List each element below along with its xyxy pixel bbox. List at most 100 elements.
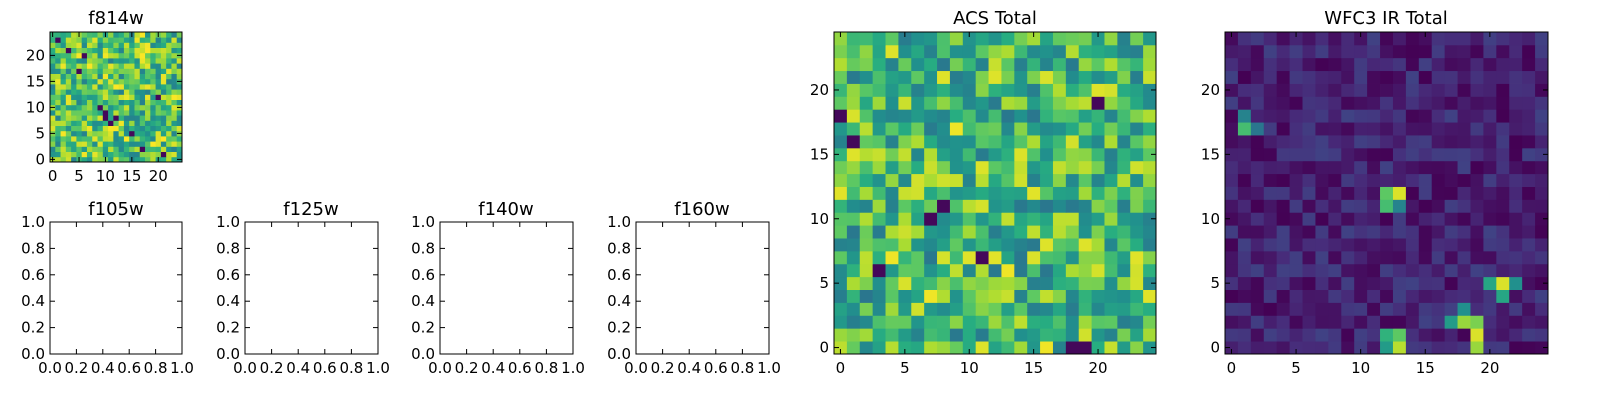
x-tick-label: 5 (900, 359, 910, 377)
heatmap-cell (1225, 250, 1239, 265)
heatmap-cell (1367, 250, 1381, 265)
heatmap-cell (1367, 173, 1381, 187)
heatmap-cell (1104, 186, 1118, 200)
heatmap-cell (1328, 328, 1342, 342)
heatmap-cell (86, 156, 93, 163)
heatmap-cell (1444, 238, 1458, 252)
heatmap-cell (937, 302, 951, 316)
heatmap-cell (86, 73, 93, 80)
heatmap-cell (55, 156, 61, 163)
heatmap-cell (134, 52, 141, 59)
heatmap-cell (911, 44, 925, 59)
heatmap-cell (118, 130, 125, 137)
heatmap-cell (1001, 289, 1015, 303)
heatmap-cell (1354, 199, 1368, 213)
heatmap-cell (155, 120, 162, 126)
heatmap-cell (108, 110, 114, 116)
heatmap-cell (1496, 328, 1510, 342)
heatmap-cell (139, 130, 146, 137)
heatmap-cell (81, 120, 88, 126)
heatmap-cell (113, 120, 120, 126)
heatmap-cell (1237, 135, 1252, 149)
heatmap-cell (1104, 57, 1118, 72)
heatmap-cell (1315, 341, 1329, 355)
heatmap-cell (76, 151, 83, 158)
heatmap-cell (1250, 109, 1265, 123)
heatmap-cell (92, 89, 98, 95)
heatmap-cell (1130, 250, 1144, 265)
heatmap-cell (160, 115, 167, 121)
heatmap-cell (1091, 199, 1105, 213)
heatmap-cell (1418, 83, 1433, 97)
heatmap-cell (145, 89, 151, 95)
heatmap-cell (898, 250, 912, 265)
heatmap-cell (1522, 199, 1536, 213)
heatmap-cell (1367, 109, 1381, 123)
heatmap-cell (1027, 341, 1041, 355)
heatmap-cell (1040, 315, 1054, 329)
heatmap-cell (859, 225, 874, 239)
heatmap-cell (975, 341, 989, 355)
heatmap-cell (1354, 328, 1368, 342)
heatmap-cell (166, 120, 172, 126)
heatmap-cell (1250, 238, 1265, 252)
heatmap-cell (176, 63, 183, 69)
axes-frame-wfc3-ir-total (1224, 31, 1549, 355)
heatmap-cell (71, 84, 77, 90)
heatmap-cell (962, 44, 977, 59)
heatmap-cell (65, 32, 72, 38)
heatmap-cell (911, 96, 925, 110)
heatmap-cell (975, 173, 989, 187)
heatmap-cell (988, 212, 1002, 226)
heatmap-cell (113, 58, 120, 64)
heatmap-cell (134, 125, 141, 132)
heatmap-cell (1130, 122, 1144, 136)
heatmap-cell (1001, 276, 1015, 290)
heatmap-cell (885, 341, 899, 355)
heatmap-cell (1392, 44, 1407, 59)
heatmap-cell (1405, 135, 1420, 149)
heatmap-cell (1078, 302, 1092, 316)
heatmap-cell (1052, 250, 1067, 265)
heatmap-cell (962, 70, 977, 84)
heatmap-cell (60, 37, 67, 43)
heatmap-cell (171, 37, 178, 43)
x-tick-label: 0 (836, 359, 846, 377)
heatmap-cell (1431, 263, 1446, 278)
heatmap-cell (1143, 328, 1157, 342)
heatmap-cell (108, 84, 114, 90)
heatmap-cell (1509, 289, 1523, 303)
heatmap-cell (1509, 147, 1523, 162)
heatmap-cell (1065, 186, 1080, 200)
heatmap-cell (113, 73, 120, 80)
heatmap-cell (1117, 302, 1131, 316)
heatmap-cell (123, 58, 130, 64)
heatmap-cell (1237, 225, 1252, 239)
heatmap-cell (97, 63, 104, 69)
heatmap-cell (102, 136, 109, 142)
heatmap-cell (1418, 238, 1433, 252)
heatmap-cell (1380, 302, 1394, 316)
heatmap-cell (1014, 186, 1028, 200)
heatmap-cell (1392, 225, 1407, 239)
heatmap-cell (1289, 83, 1303, 97)
heatmap-cell (1065, 276, 1080, 290)
heatmap-cell (1250, 135, 1265, 149)
heatmap-cell (123, 84, 130, 90)
heatmap-cell (113, 146, 120, 152)
heatmap-cell (1328, 70, 1342, 84)
heatmap-cell (60, 125, 67, 132)
panel-title-f125w: f125w (283, 199, 338, 220)
heatmap-cell (1302, 341, 1316, 355)
heatmap-cell (1263, 302, 1278, 316)
heatmap-cell (1117, 225, 1131, 239)
heatmap-cell (898, 328, 912, 342)
heatmap-cell (166, 125, 172, 132)
heatmap-cell (1014, 44, 1028, 59)
heatmap-cell (97, 156, 104, 163)
heatmap-cell (108, 130, 114, 137)
heatmap-cell (949, 315, 964, 329)
heatmap-cell (1052, 263, 1067, 278)
heatmap-cell (834, 32, 848, 46)
heatmap-cell (1302, 70, 1316, 84)
